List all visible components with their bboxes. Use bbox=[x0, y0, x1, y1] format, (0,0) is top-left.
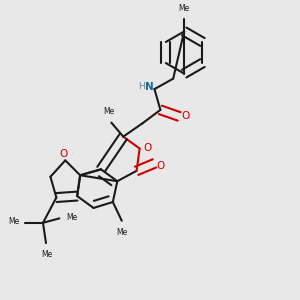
Text: O: O bbox=[144, 142, 152, 153]
Text: O: O bbox=[157, 161, 165, 171]
Text: Me: Me bbox=[103, 106, 115, 116]
Text: Me: Me bbox=[9, 218, 20, 226]
Text: N: N bbox=[145, 82, 154, 92]
Text: Me: Me bbox=[41, 250, 52, 259]
Text: H: H bbox=[139, 82, 145, 91]
Text: Me: Me bbox=[66, 213, 77, 222]
Text: O: O bbox=[182, 110, 190, 121]
Text: Me: Me bbox=[178, 4, 190, 13]
Text: Me: Me bbox=[117, 229, 128, 238]
Text: O: O bbox=[60, 149, 68, 159]
